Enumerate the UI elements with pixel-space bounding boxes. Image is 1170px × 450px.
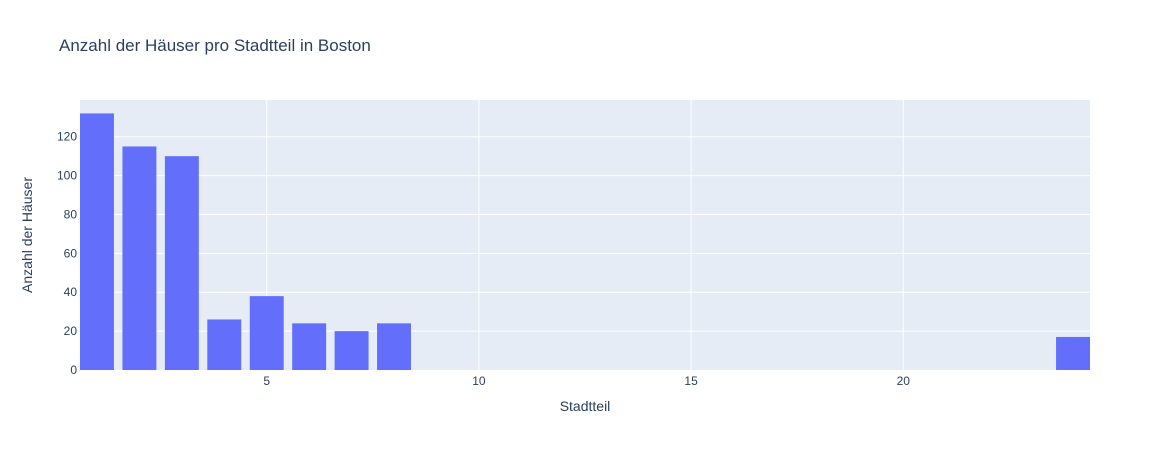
y-tick-label: 80 <box>64 207 78 221</box>
bar-stadtteil-2[interactable] <box>122 146 157 370</box>
y-axis-ticks: 0 20 40 60 80 100 120 <box>57 130 77 377</box>
y-tick-label: 60 <box>64 246 78 260</box>
x-tick-label: 15 <box>684 374 698 388</box>
plot-area <box>80 100 1090 370</box>
bar-stadtteil-8[interactable] <box>377 323 412 370</box>
bar-stadtteil-1[interactable] <box>80 113 114 370</box>
y-tick-label: 40 <box>64 285 78 299</box>
x-axis-ticks: 5 10 15 20 <box>263 374 910 388</box>
bar-stadtteil-5[interactable] <box>249 296 284 370</box>
y-tick-label: 100 <box>57 169 77 183</box>
bar-stadtteil-3[interactable] <box>164 156 199 370</box>
bar-stadtteil-7[interactable] <box>334 331 369 370</box>
x-tick-label: 20 <box>897 374 911 388</box>
bar-stadtteil-24[interactable] <box>1056 336 1090 370</box>
y-tick-label: 20 <box>64 324 78 338</box>
x-axis-title: Stadtteil <box>560 398 611 414</box>
bar-stadtteil-6[interactable] <box>292 323 327 370</box>
gridlines <box>80 100 1090 370</box>
bars <box>80 113 1090 370</box>
y-axis-title: Anzahl der Häuser <box>19 177 35 293</box>
x-tick-label: 10 <box>472 374 486 388</box>
y-tick-label: 120 <box>57 130 77 144</box>
y-tick-label: 0 <box>70 363 77 377</box>
bar-stadtteil-4[interactable] <box>207 319 242 370</box>
chart-title: Anzahl der Häuser pro Stadtteil in Bosto… <box>59 36 371 55</box>
x-tick-label: 5 <box>263 374 270 388</box>
